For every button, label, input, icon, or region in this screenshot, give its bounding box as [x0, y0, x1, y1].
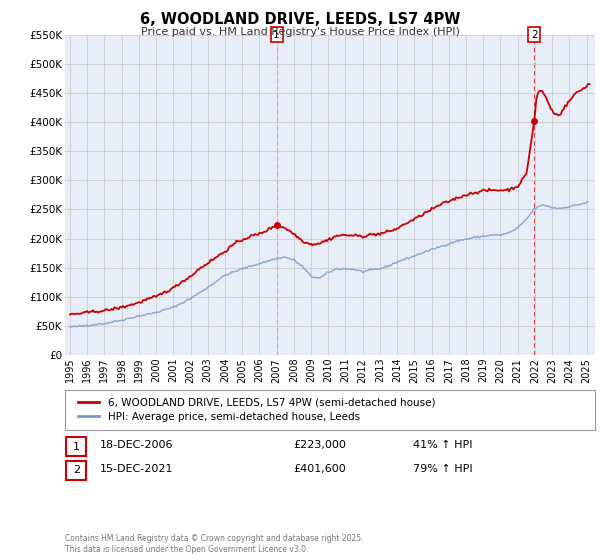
Text: £223,000: £223,000	[293, 440, 346, 450]
Text: 15-DEC-2021: 15-DEC-2021	[100, 464, 173, 474]
Text: 6, WOODLAND DRIVE, LEEDS, LS7 4PW: 6, WOODLAND DRIVE, LEEDS, LS7 4PW	[140, 12, 460, 27]
Text: 1: 1	[274, 30, 280, 40]
Text: 1: 1	[73, 442, 80, 452]
Legend: 6, WOODLAND DRIVE, LEEDS, LS7 4PW (semi-detached house), HPI: Average price, sem: 6, WOODLAND DRIVE, LEEDS, LS7 4PW (semi-…	[76, 395, 438, 425]
Text: 18-DEC-2006: 18-DEC-2006	[100, 440, 173, 450]
Text: 2: 2	[73, 465, 80, 475]
Text: £401,600: £401,600	[293, 464, 346, 474]
Text: Contains HM Land Registry data © Crown copyright and database right 2025.
This d: Contains HM Land Registry data © Crown c…	[65, 534, 364, 554]
Text: 79% ↑ HPI: 79% ↑ HPI	[413, 464, 472, 474]
Text: 2: 2	[531, 30, 538, 40]
Text: Price paid vs. HM Land Registry's House Price Index (HPI): Price paid vs. HM Land Registry's House …	[140, 27, 460, 37]
Text: 41% ↑ HPI: 41% ↑ HPI	[413, 440, 472, 450]
